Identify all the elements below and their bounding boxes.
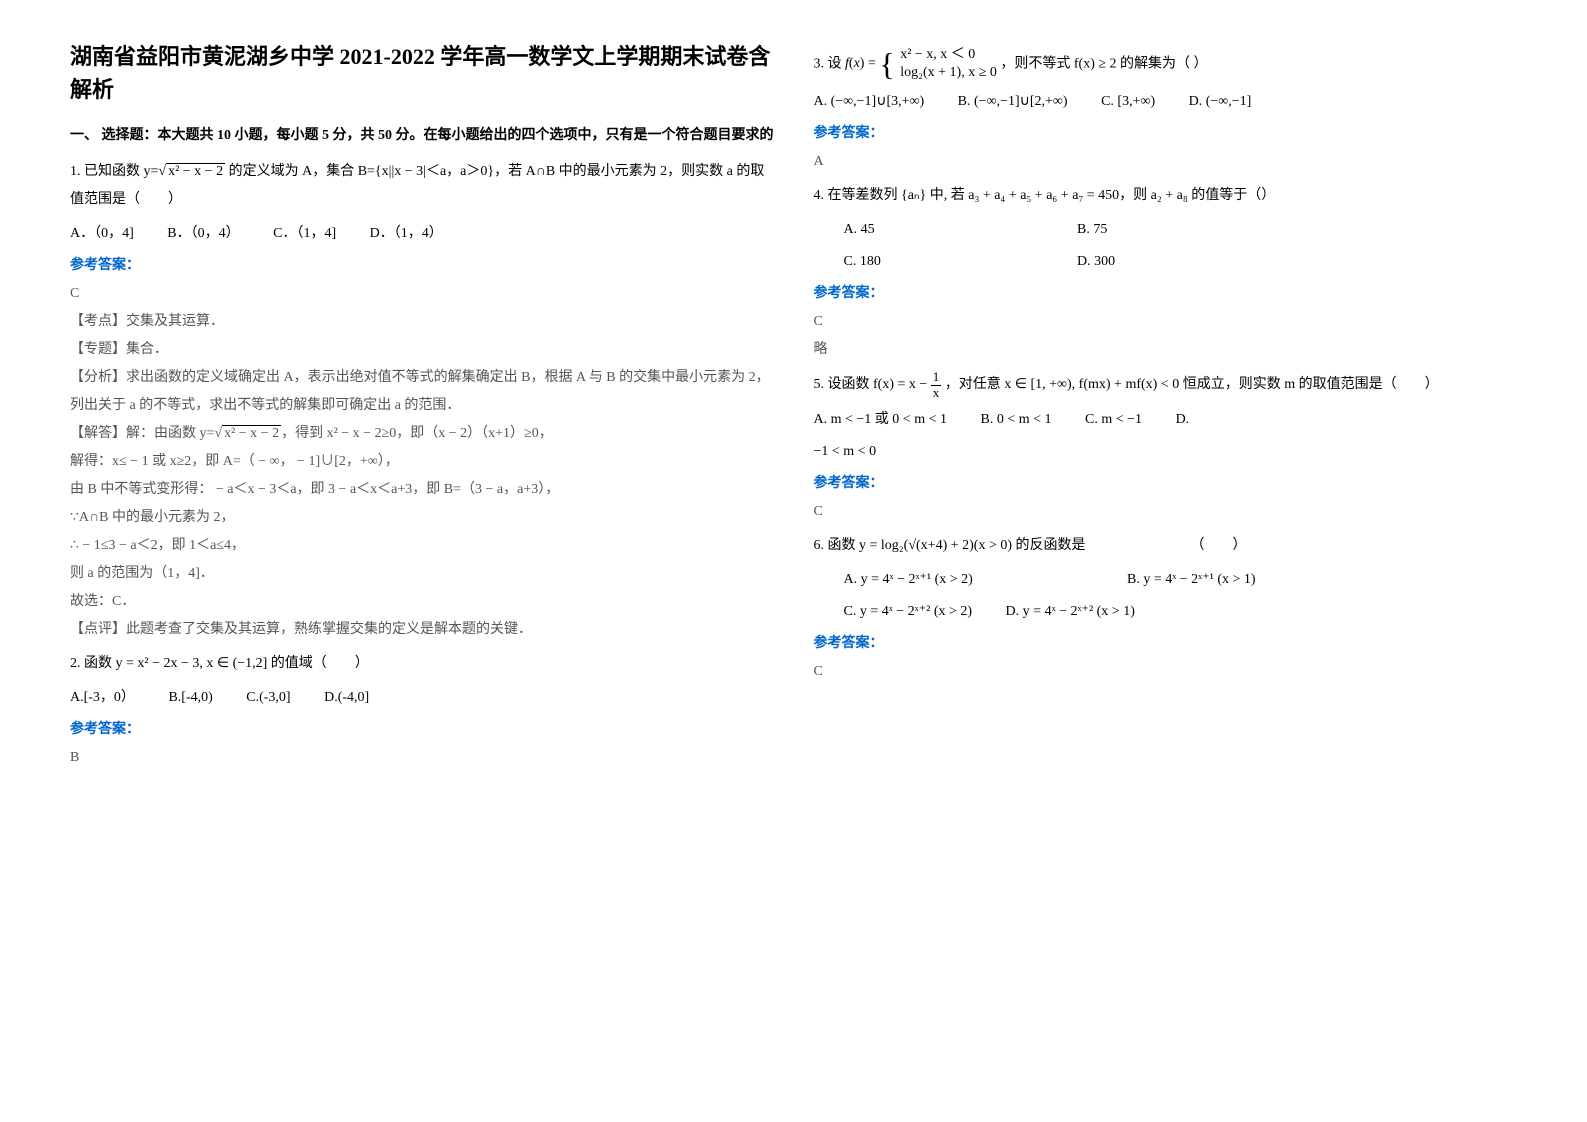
q1-stem-pre: 1. 已知函数 y= — [70, 164, 158, 179]
q2-options: A.[-3，0） B.[-4,0) C.(-3,0] D.(-4,0] — [70, 684, 774, 712]
q2-answer-label: 参考答案： — [70, 716, 774, 744]
question-5: 5. 设函数 f(x) = x − 1x ，对任意 x ∈ [1, +∞), f… — [814, 370, 1518, 400]
question-4: 4. 在等差数列 {aₙ} 中, 若 a₃ + a₄ + a₅ + a₆ + a… — [814, 182, 1518, 210]
q1-sol-4: ∵A∩B 中的最小元素为 2， — [70, 504, 774, 532]
q1-sol-2: 解得：x≤ − 1 或 x≥2，即 A=（ − ∞， − 1]∪[2，+∞）， — [70, 448, 774, 476]
q1-jieda: 【解答】解：由函数 y=√x² − x − 2，得到 x² − x − 2≥0，… — [70, 420, 774, 448]
q3-stem-post: ，则不等式 f(x) ≥ 2 的解集为（ ） — [1000, 56, 1207, 71]
q3-opt-c: C. [3,+∞) — [1101, 88, 1155, 116]
q3-opt-d: D. (−∞,−1] — [1189, 88, 1252, 116]
q4-answer-letter: C — [814, 308, 1518, 336]
q6-answer-letter: C — [814, 658, 1518, 686]
q5-opt-b: B. 0 < m < 1 — [981, 406, 1052, 434]
q1-fenxi: 【分析】求出函数的定义域确定出 A，表示出绝对值不等式的解集确定出 B，根据 A… — [70, 364, 774, 420]
q6-answer-label: 参考答案： — [814, 630, 1518, 658]
q1-sqrt: x² − x − 2 — [166, 163, 225, 179]
q2-opt-a: A.[-3，0） — [70, 684, 135, 712]
q4-lue: 略 — [814, 336, 1518, 364]
q1-answer-label: 参考答案： — [70, 252, 774, 280]
brace-icon: { — [879, 48, 894, 80]
q6-opt-d: D. y = 4ˣ − 2ˣ⁺² (x > 1) — [1006, 598, 1135, 626]
right-column: 3. 设 f(x) = { x² − x, x ＜ 0 log₂(x + 1),… — [794, 40, 1538, 1082]
q6-opt-c: C. y = 4ˣ − 2ˣ⁺² (x > 2) — [844, 598, 973, 626]
q1-opt-d: D．（1，4） — [370, 220, 443, 248]
q1-opt-b: B．（0，4） — [167, 220, 239, 248]
q3-fx: f(x) = — [845, 56, 879, 71]
question-1: 1. 已知函数 y=√x² − x − 2 的定义域为 A，集合 B={x||x… — [70, 158, 774, 214]
q6-opt-b: B. y = 4ˣ − 2ˣ⁺¹ (x > 1) — [1127, 566, 1256, 594]
left-column: 湖南省益阳市黄泥湖乡中学 2021-2022 学年高一数学文上学期期末试卷含解析… — [50, 40, 794, 1082]
q5-opt-a: A. m < −1 或 0 < m < 1 — [814, 406, 948, 434]
q6-options-row2: C. y = 4ˣ − 2ˣ⁺² (x > 2) D. y = 4ˣ − 2ˣ⁺… — [814, 598, 1518, 626]
q1-sol-7: 故选：C． — [70, 588, 774, 616]
q3-options: A. (−∞,−1]∪[3,+∞) B. (−∞,−1]∪[2,+∞) C. [… — [814, 88, 1518, 116]
q4-options-row1: A. 45 B. 75 — [814, 216, 1518, 244]
q5-options: A. m < −1 或 0 < m < 1 B. 0 < m < 1 C. m … — [814, 406, 1518, 434]
q5-opt-c: C. m < −1 — [1085, 406, 1142, 434]
question-3: 3. 设 f(x) = { x² − x, x ＜ 0 log₂(x + 1),… — [814, 46, 1518, 82]
q3-opt-b: B. (−∞,−1]∪[2,+∞) — [958, 88, 1068, 116]
q1-answer-letter: C — [70, 280, 774, 308]
q1-zhuanti: 【专题】集合． — [70, 336, 774, 364]
q5-answer-letter: C — [814, 498, 1518, 526]
q3-stem-pre: 3. 设 — [814, 56, 846, 71]
q4-opt-d: D. 300 — [1077, 248, 1115, 276]
q4-opt-b: B. 75 — [1077, 216, 1107, 244]
q4-opt-a: A. 45 — [844, 216, 1044, 244]
q2-opt-d: D.(-4,0] — [324, 684, 369, 712]
q3-opt-a: A. (−∞,−1]∪[3,+∞) — [814, 88, 925, 116]
q1-options: A．（0，4] B．（0，4） C．（1，4] D．（1，4） — [70, 220, 774, 248]
q2-answer-letter: B — [70, 744, 774, 772]
q4-answer-label: 参考答案： — [814, 280, 1518, 308]
q3-answer-letter: A — [814, 148, 1518, 176]
q5-frac: 1x — [931, 370, 942, 400]
q1-dianping: 【点评】此题考查了交集及其运算，熟练掌握交集的定义是解本题的关键． — [70, 616, 774, 644]
document-title: 湖南省益阳市黄泥湖乡中学 2021-2022 学年高一数学文上学期期末试卷含解析 — [70, 40, 774, 106]
q1-sol-6: 则 a 的范围为（1，4]． — [70, 560, 774, 588]
q1-sol-3: 由 B 中不等式变形得： − a＜x − 3＜a，即 3 − a＜x＜a+3，即… — [70, 476, 774, 504]
q2-opt-c: C.(-3,0] — [246, 684, 290, 712]
q1-opt-a: A．（0，4] — [70, 220, 134, 248]
q5-opt-d-text: −1 < m < 0 — [814, 438, 1518, 466]
q1-sol-5: ∴ − 1≤3 − a＜2，即 1＜a≤4， — [70, 532, 774, 560]
q1-opt-c: C．（1，4] — [273, 220, 336, 248]
q3-piecewise: x² − x, x ＜ 0 log₂(x + 1), x ≥ 0 — [900, 46, 997, 82]
q6-options-row1: A. y = 4ˣ − 2ˣ⁺¹ (x > 2) B. y = 4ˣ − 2ˣ⁺… — [814, 566, 1518, 594]
q3-answer-label: 参考答案： — [814, 120, 1518, 148]
q4-options-row2: C. 180 D. 300 — [814, 248, 1518, 276]
question-2: 2. 函数 y = x² − 2x − 3, x ∈ (−1,2] 的值域（ ） — [70, 650, 774, 678]
q2-opt-b: B.[-4,0) — [168, 684, 212, 712]
q1-kaodian: 【考点】交集及其运算． — [70, 308, 774, 336]
question-6: 6. 函数 y = log₂(√(x+4) + 2)(x > 0) 的反函数是 … — [814, 532, 1518, 560]
q5-answer-label: 参考答案： — [814, 470, 1518, 498]
section-1-heading: 一、 选择题：本大题共 10 小题，每小题 5 分，共 50 分。在每小题给出的… — [70, 122, 774, 150]
q5-opt-d: D. — [1176, 406, 1190, 434]
q4-opt-c: C. 180 — [844, 248, 1044, 276]
q6-opt-a: A. y = 4ˣ − 2ˣ⁺¹ (x > 2) — [844, 566, 1094, 594]
page-root: 湖南省益阳市黄泥湖乡中学 2021-2022 学年高一数学文上学期期末试卷含解析… — [0, 0, 1587, 1122]
